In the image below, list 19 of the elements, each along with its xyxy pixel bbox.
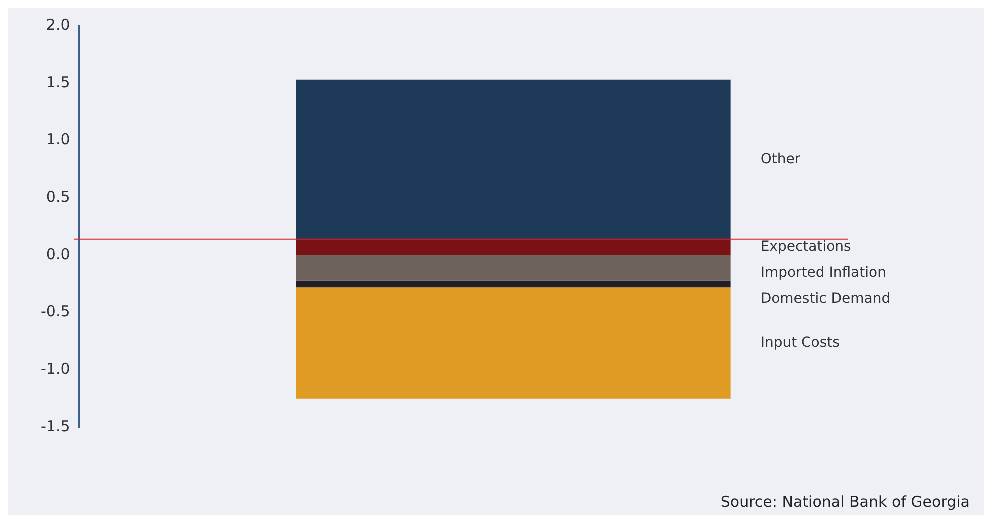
- y-tick-label: 2.0: [46, 16, 70, 34]
- text: Domestic Demand: [760, 291, 891, 308]
- text: Input Costs: [760, 334, 840, 351]
- y-tick-label: 0.5: [46, 188, 70, 206]
- bar: [296, 239, 731, 256]
- source-note: Source: National Bank of Georgia: [720, 493, 970, 511]
- text: Expectations: [760, 239, 852, 256]
- text: Imported Inflation: [760, 265, 886, 282]
- bar: [296, 255, 731, 281]
- y-tick-label: -1.5: [40, 417, 70, 436]
- bar: [296, 280, 731, 288]
- y-tick-label: 0.0: [46, 245, 70, 264]
- text: Other: [760, 151, 801, 168]
- y-tick-label: 1.5: [46, 73, 70, 92]
- y-tick-label: -1.0: [40, 360, 70, 378]
- y-tick-label: 1.0: [46, 130, 70, 149]
- bar: [296, 288, 731, 399]
- bar: [296, 80, 731, 240]
- y-tick-label: -0.5: [40, 302, 70, 321]
